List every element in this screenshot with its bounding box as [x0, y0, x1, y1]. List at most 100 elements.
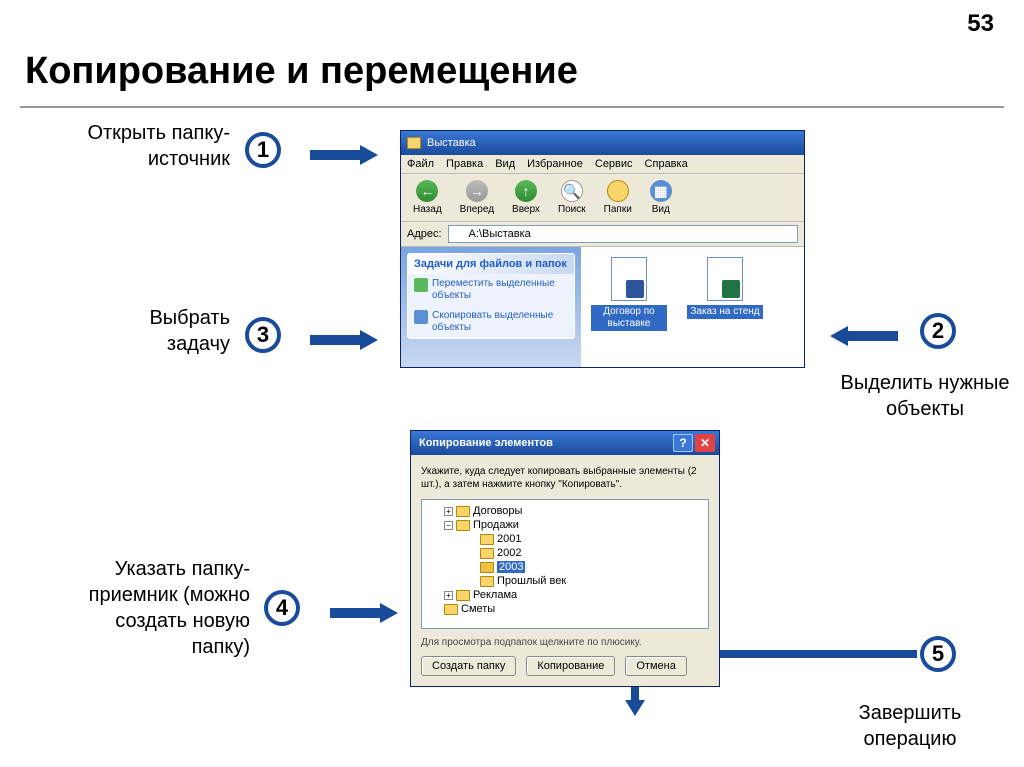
- arrow-down-icon: [625, 700, 645, 716]
- collapse-icon[interactable]: −: [444, 521, 453, 530]
- back-icon: ←: [416, 180, 438, 202]
- tree-node[interactable]: 2001: [426, 532, 704, 546]
- arrow-right-icon: [380, 603, 398, 623]
- dialog-titlebar[interactable]: Копирование элементов ? ✕: [411, 431, 719, 455]
- step2-badge: 2: [920, 313, 956, 349]
- tree-node[interactable]: + Договоры: [426, 504, 704, 518]
- menu-edit[interactable]: Правка: [446, 158, 483, 170]
- folders-icon: [607, 180, 629, 202]
- file-area[interactable]: Договор по выставке Заказ на стенд: [581, 247, 804, 367]
- folder-icon: [453, 229, 465, 239]
- new-folder-button[interactable]: Создать папку: [421, 656, 516, 676]
- file-item-word[interactable]: Договор по выставке: [591, 257, 667, 331]
- address-field[interactable]: A:\Выставка: [448, 225, 798, 243]
- tree-node[interactable]: + Реклама: [426, 588, 704, 602]
- tree-label: Договоры: [473, 505, 522, 517]
- file-label: Договор по выставке: [591, 305, 667, 331]
- views-button[interactable]: ▦ Вид: [644, 178, 678, 217]
- views-icon: ▦: [650, 180, 672, 202]
- folder-icon: [480, 548, 494, 559]
- address-label: Адрес:: [407, 228, 442, 240]
- step4-label: Указать папку-приемник (можно создать но…: [60, 556, 250, 660]
- folder-icon: [480, 576, 494, 587]
- step3-label: Выбрать задачу: [85, 305, 230, 357]
- menu-bar: Файл Правка Вид Избранное Сервис Справка: [401, 155, 804, 174]
- task-move-link[interactable]: Переместить выделенные объекты: [408, 274, 574, 306]
- copy-icon: [414, 310, 428, 324]
- dialog-hint: Для просмотра подпапок щелкните по плюси…: [421, 637, 709, 648]
- search-icon: 🔍: [561, 180, 583, 202]
- tree-label: Продажи: [473, 519, 519, 531]
- word-doc-icon: [611, 257, 647, 301]
- expand-icon[interactable]: +: [444, 591, 453, 600]
- step5-label: Завершить операцию: [820, 700, 1000, 752]
- close-button[interactable]: ✕: [695, 434, 715, 452]
- tree-label: 2002: [497, 547, 521, 559]
- step5-badge: 5: [920, 636, 956, 672]
- tree-node[interactable]: Прошлый век: [426, 574, 704, 588]
- address-value: A:\Выставка: [469, 228, 531, 240]
- step1-badge: 1: [245, 132, 281, 168]
- toolbar: ← Назад → Вперед ↑ Вверх 🔍 Поиск Папки ▦ Вид: [401, 174, 804, 222]
- folder-open-icon: [480, 562, 494, 573]
- page-number: 53: [967, 10, 994, 38]
- arrow-left-icon: [830, 326, 848, 346]
- tree-node[interactable]: Сметы: [426, 602, 704, 616]
- page-title: Копирование и перемещение: [25, 50, 578, 93]
- tree-label: Прошлый век: [497, 575, 566, 587]
- menu-view[interactable]: Вид: [495, 158, 515, 170]
- folders-label: Папки: [604, 204, 632, 215]
- move-icon: [414, 278, 428, 292]
- tree-label: Сметы: [461, 603, 495, 615]
- file-item-excel[interactable]: Заказ на стенд: [687, 257, 763, 319]
- arrow-right-icon: [360, 330, 378, 350]
- title-divider: [20, 106, 1004, 108]
- search-button[interactable]: 🔍 Поиск: [552, 178, 592, 217]
- tree-label: Реклама: [473, 589, 517, 601]
- tree-node[interactable]: 2002: [426, 546, 704, 560]
- up-label: Вверх: [512, 204, 540, 215]
- folder-tree[interactable]: + Договоры − Продажи 2001 2002 2003 Прошлы…: [421, 499, 709, 629]
- up-icon: ↑: [515, 180, 537, 202]
- task-copy-label: Скопировать выделенные объекты: [432, 310, 568, 334]
- dialog-title: Копирование элементов: [419, 437, 553, 449]
- tree-label: 2003: [497, 561, 525, 573]
- arrow-right-icon: [360, 145, 378, 165]
- help-button[interactable]: ?: [673, 434, 693, 452]
- cancel-button[interactable]: Отмена: [625, 656, 686, 676]
- menu-favorites[interactable]: Избранное: [527, 158, 583, 170]
- tree-node-selected[interactable]: 2003: [426, 560, 704, 574]
- menu-tools[interactable]: Сервис: [595, 158, 633, 170]
- window-titlebar[interactable]: Выставка: [401, 131, 804, 155]
- step1-label: Открыть папку-источник: [60, 120, 230, 172]
- step3-badge: 3: [245, 317, 281, 353]
- copy-button[interactable]: Копирование: [526, 656, 615, 676]
- forward-button[interactable]: → Вперед: [454, 178, 500, 217]
- back-button[interactable]: ← Назад: [407, 178, 448, 217]
- step4-badge: 4: [264, 590, 300, 626]
- views-label: Вид: [652, 204, 670, 215]
- task-panel-header: Задачи для файлов и папок: [408, 254, 574, 274]
- folders-button[interactable]: Папки: [598, 178, 638, 217]
- dialog-instruction: Укажите, куда следует копировать выбранн…: [421, 465, 709, 491]
- folder-icon: [456, 520, 470, 531]
- folder-icon: [456, 506, 470, 517]
- folder-icon: [444, 604, 458, 615]
- explorer-window: Выставка Файл Правка Вид Избранное Серви…: [400, 130, 805, 368]
- task-move-label: Переместить выделенные объекты: [432, 278, 568, 302]
- forward-label: Вперед: [460, 204, 494, 215]
- up-button[interactable]: ↑ Вверх: [506, 178, 546, 217]
- expand-icon[interactable]: +: [444, 507, 453, 516]
- forward-icon: →: [466, 180, 488, 202]
- step2-label: Выделить нужные объекты: [840, 370, 1010, 422]
- task-panel: Задачи для файлов и папок Переместить вы…: [401, 247, 581, 367]
- tree-label: 2001: [497, 533, 521, 545]
- menu-help[interactable]: Справка: [645, 158, 688, 170]
- back-label: Назад: [413, 204, 442, 215]
- menu-file[interactable]: Файл: [407, 158, 434, 170]
- address-bar: Адрес: A:\Выставка: [401, 222, 804, 247]
- task-copy-link[interactable]: Скопировать выделенные объекты: [408, 306, 574, 338]
- tree-node[interactable]: − Продажи: [426, 518, 704, 532]
- excel-doc-icon: [707, 257, 743, 301]
- search-label: Поиск: [558, 204, 586, 215]
